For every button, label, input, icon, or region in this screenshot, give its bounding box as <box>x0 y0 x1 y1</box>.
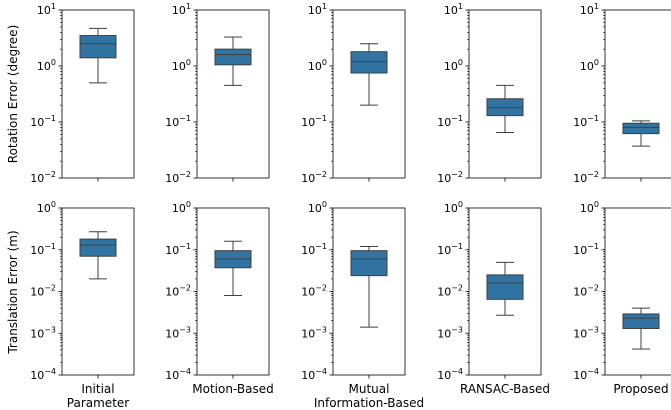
x-category-label: Parameter <box>67 396 129 410</box>
y-tick-label: 10−1 <box>437 114 463 129</box>
subplot-1-3: 10−4 10−3 10−2 10−1 100 RANSAC-Based <box>437 200 550 396</box>
x-category-label: Mutual <box>349 382 390 396</box>
y-tick-label: 100 <box>172 200 191 215</box>
box <box>79 238 117 257</box>
box <box>214 48 252 66</box>
y-tick-label: 10−3 <box>573 325 599 340</box>
y-tick-label: 100 <box>580 200 599 215</box>
y-tick-label: 10−4 <box>573 367 599 382</box>
x-category-label: Initial <box>81 382 114 396</box>
box <box>486 98 524 117</box>
subplot-0-3: 10−2 10−1 100 101 <box>437 2 542 185</box>
y-tick-label: 10−1 <box>301 242 327 257</box>
x-category-label: RANSAC-Based <box>460 382 550 396</box>
y-tick-label: 10−1 <box>165 242 191 257</box>
y-tick-label: 10−3 <box>437 325 463 340</box>
subplot-1-2: 10−4 10−3 10−2 10−1 100 MutualInformation-Bas… <box>301 200 424 410</box>
y-tick-label: 101 <box>580 2 599 17</box>
y-tick-label: 10−2 <box>165 284 191 299</box>
y-tick-label: 10−2 <box>165 170 191 185</box>
y-tick-label: 101 <box>172 2 191 17</box>
box <box>350 250 388 277</box>
y-tick-label: 10−4 <box>301 367 327 382</box>
y-tick-label: 10−2 <box>573 170 599 185</box>
y-tick-label: 10−3 <box>165 325 191 340</box>
y-tick-label: 101 <box>308 2 327 17</box>
y-tick-label: 10−1 <box>301 114 327 129</box>
subplot-1-4: 10−4 10−3 10−2 10−1 100 Proposed <box>573 200 671 396</box>
y-tick-label: 10−1 <box>437 242 463 257</box>
y-tick-label: 100 <box>37 58 56 73</box>
axes-frame <box>604 9 671 179</box>
subplot-0-2: 10−2 10−1 100 101 <box>301 2 406 185</box>
x-category-label: Proposed <box>613 382 668 396</box>
y-tick-label: 10−3 <box>30 325 56 340</box>
y-tick-label: 10−4 <box>165 367 191 382</box>
y-tick-label: 10−2 <box>301 284 327 299</box>
y-tick-label: 100 <box>172 58 191 73</box>
y-tick-label: 10−4 <box>30 367 56 382</box>
y-tick-label: 100 <box>37 200 56 215</box>
axes-frame <box>604 207 671 376</box>
box <box>350 51 388 74</box>
y-tick-label: 10−1 <box>30 242 56 257</box>
subplot-grid: 10−210−110010110−210−110010110−210−11001… <box>30 2 671 410</box>
y-tick-label: 10−2 <box>573 284 599 299</box>
y-tick-label: 100 <box>444 58 463 73</box>
y-tick-label: 10−1 <box>573 242 599 257</box>
y-tick-label: 10−3 <box>301 325 327 340</box>
subplot-0-1: 10−2 10−1 100 101 <box>165 2 270 185</box>
y-tick-label: 100 <box>444 200 463 215</box>
y-tick-label: 10−2 <box>30 170 56 185</box>
y-axis-label-rotation: Rotation Error (degree) <box>6 25 20 163</box>
y-tick-label: 10−1 <box>30 114 56 129</box>
y-tick-label: 101 <box>444 2 463 17</box>
box <box>622 313 660 329</box>
y-tick-label: 100 <box>308 200 327 215</box>
y-tick-label: 100 <box>580 58 599 73</box>
box <box>79 35 117 59</box>
y-tick-label: 100 <box>308 58 327 73</box>
subplot-1-1: 10−4 10−3 10−2 10−1 100 Motion-Based <box>165 200 274 396</box>
y-tick-label: 10−2 <box>30 284 56 299</box>
y-tick-label: 10−2 <box>301 170 327 185</box>
box <box>622 122 660 135</box>
subplot-0-4: 10−2 10−1 100 101 <box>573 2 671 185</box>
y-tick-label: 10−1 <box>573 114 599 129</box>
y-tick-label: 10−2 <box>437 284 463 299</box>
axes-frame <box>196 9 270 179</box>
box <box>486 274 524 300</box>
y-tick-label: 101 <box>37 2 56 17</box>
y-axis-label-translation: Translation Error (m) <box>6 230 20 354</box>
y-tick-label: 10−1 <box>165 114 191 129</box>
y-tick-label: 10−4 <box>437 367 463 382</box>
x-category-label: Information-Based <box>314 396 424 410</box>
x-category-label: Motion-Based <box>192 382 273 396</box>
y-tick-label: 10−2 <box>437 170 463 185</box>
subplot-0-0: 10−2 10−1 100 101 <box>30 2 135 185</box>
